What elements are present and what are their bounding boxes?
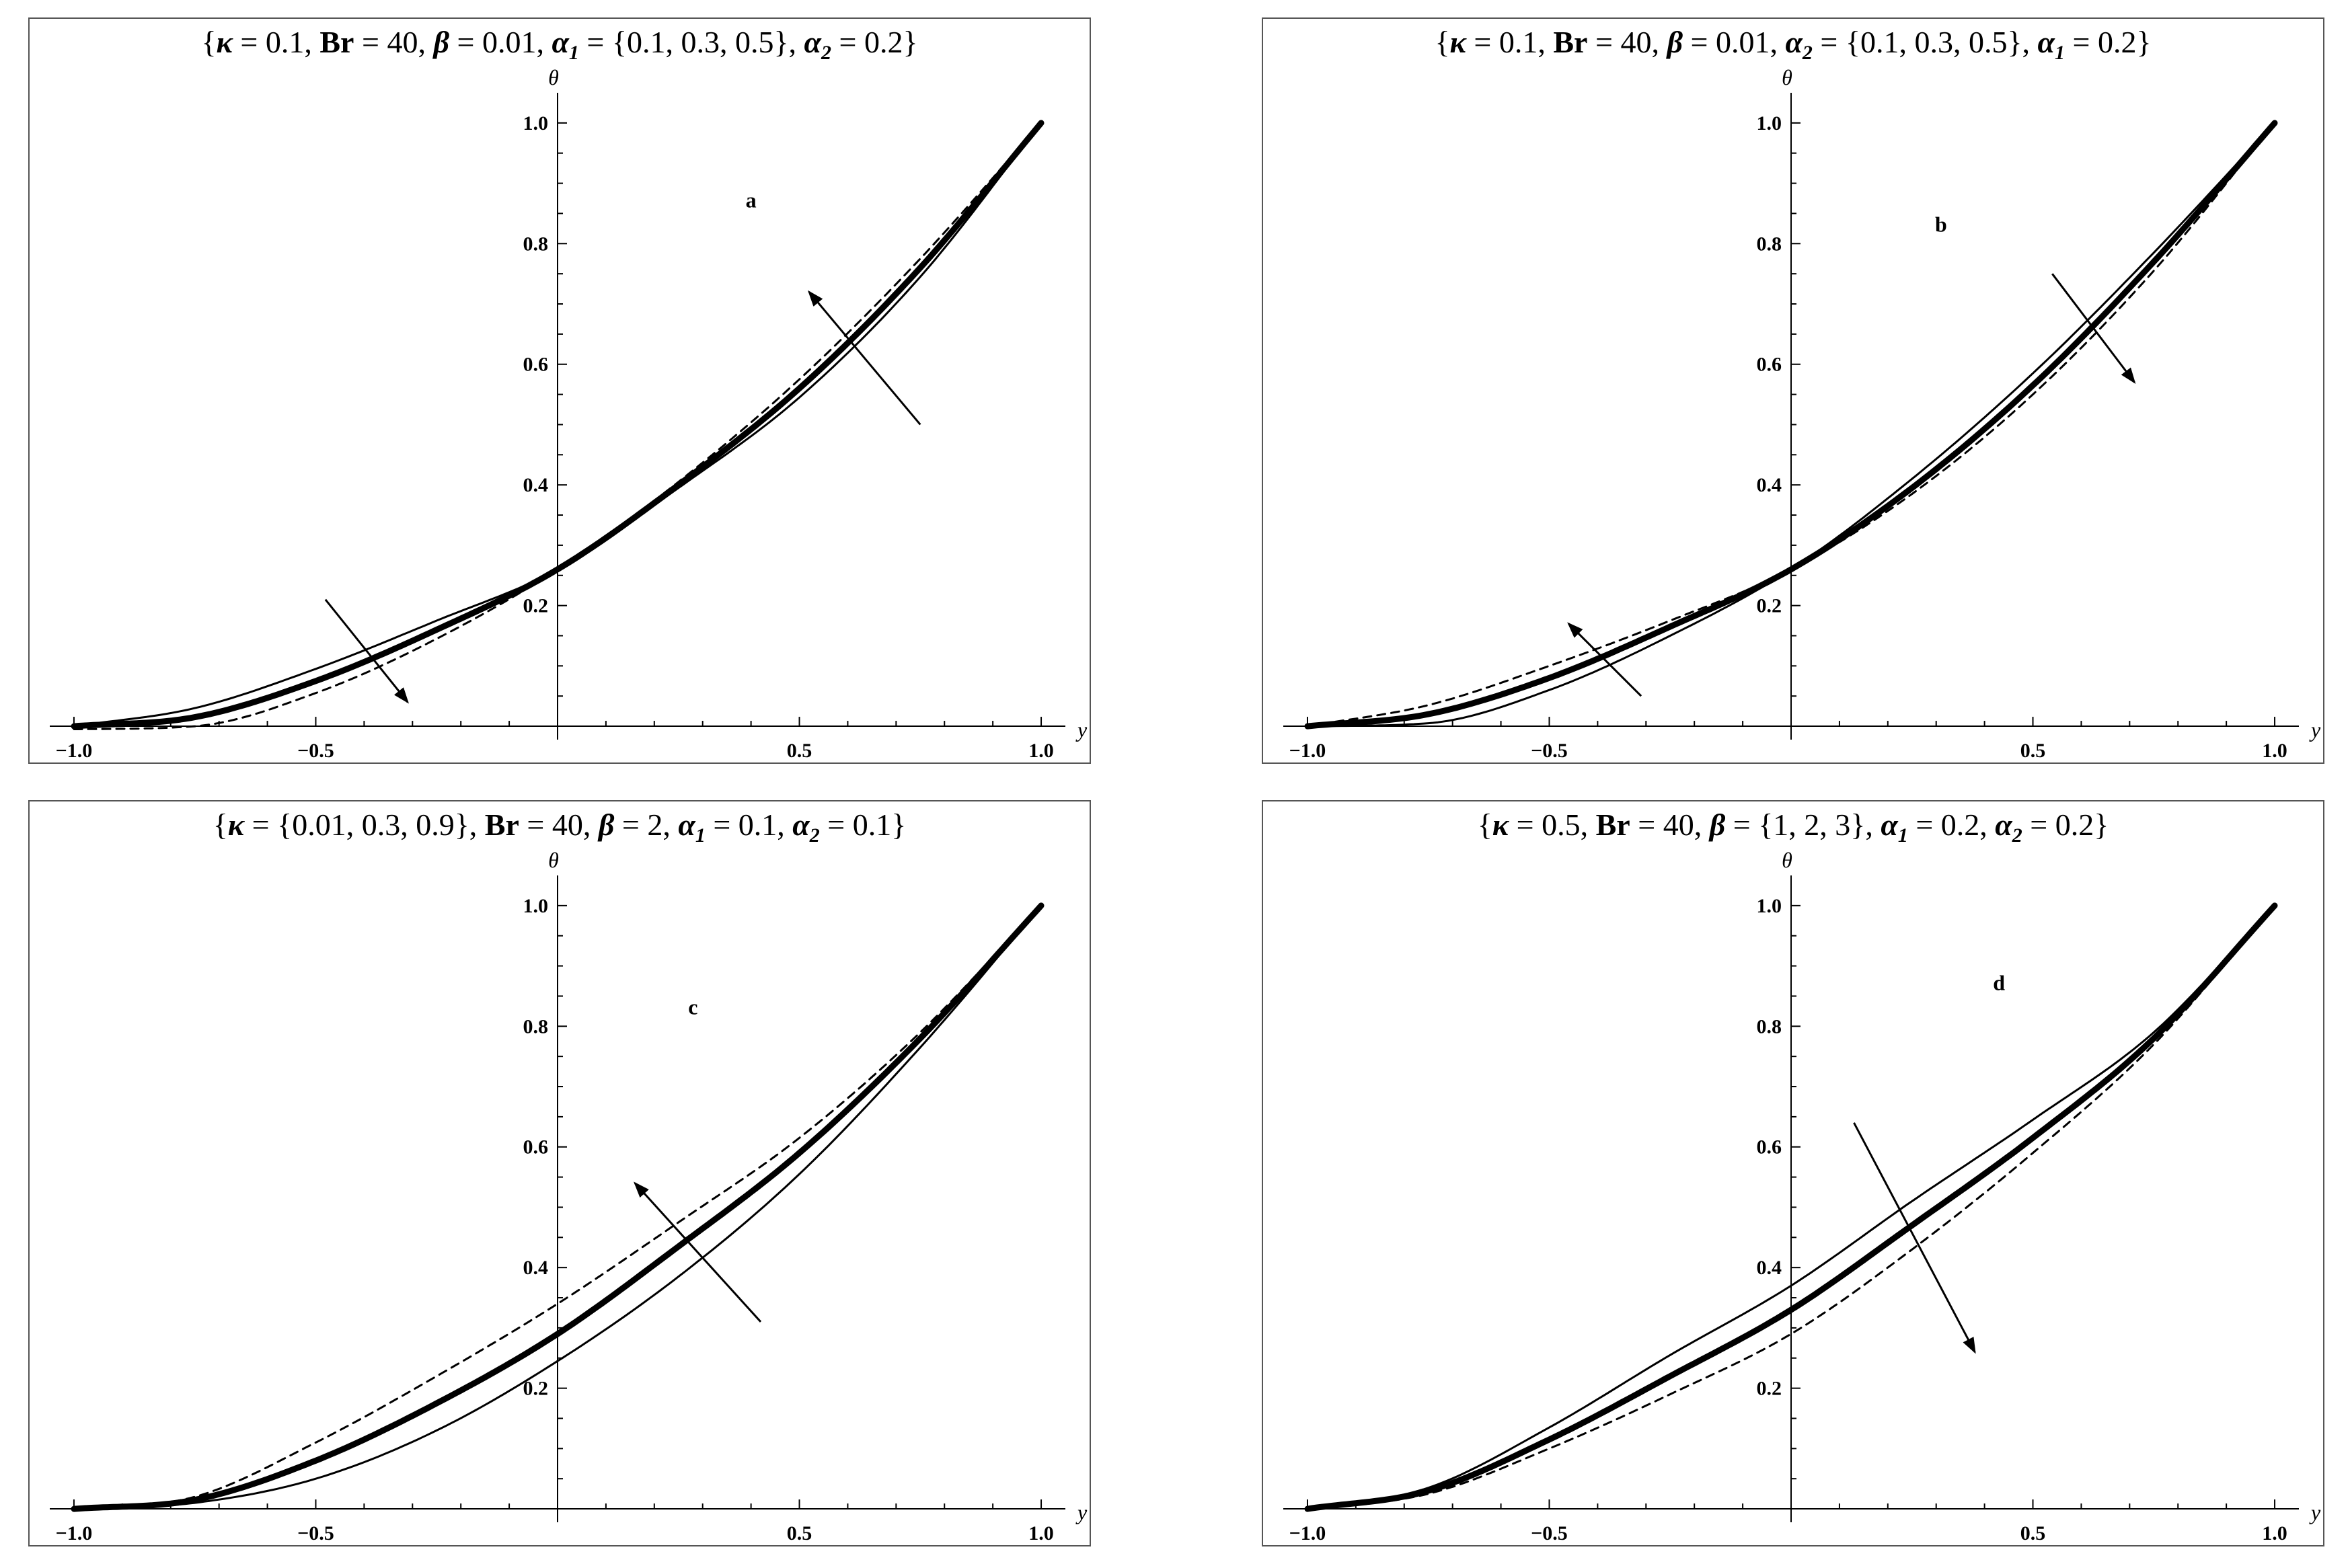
plot-svg-a: −1.0 −0.5 0.5 1.0 0.2 0.4 0.6 0.8 1.0 y θ a: [50, 65, 1088, 762]
y-tick-label: 0.6: [523, 354, 549, 376]
x-tick-label: −0.5: [1531, 740, 1568, 762]
y-axis-label: θ: [548, 65, 559, 89]
x-axis-label: y: [1075, 1500, 1088, 1524]
y-tick-label: 0.8: [523, 1015, 549, 1037]
alpha1-value: 0.2: [1940, 808, 1980, 842]
y-tick-label: 0.2: [1757, 1378, 1782, 1400]
chart-title-c: {κ = {0.01, 0.3, 0.9}, Br = 40, β = 2, α…: [213, 808, 907, 847]
kappa-value: 0.1: [1499, 25, 1538, 59]
x-tick-label: 1.0: [1028, 1522, 1054, 1544]
chart-panel-b: {κ = 0.1, Br = 40, β = 0.01, α2 = {0.1, …: [1262, 17, 2324, 764]
y-tick-label: 0.6: [1757, 354, 1782, 376]
kappa-value: 0.1: [265, 25, 305, 59]
x-tick-label: −0.5: [297, 1522, 334, 1544]
trend-arrow: [634, 1181, 762, 1323]
y-tick-label: 0.4: [523, 474, 549, 496]
alpha1-value: {0.1, 0.3, 0.5}: [611, 25, 789, 59]
beta-value: 0.01: [1715, 25, 1770, 59]
y-tick-label: 0.4: [523, 1257, 549, 1279]
beta-value: 2: [647, 808, 663, 842]
x-tick-label: −1.0: [56, 740, 93, 762]
y-tick-label: 0.6: [1757, 1136, 1782, 1159]
trend-arrow: [2051, 273, 2136, 385]
alpha2-value: {0.1, 0.3, 0.5}: [1845, 25, 2022, 59]
series-line-thick: [1304, 902, 2278, 1512]
x-axis-label: y: [2309, 1500, 2321, 1524]
panel-annotation: d: [1993, 970, 2005, 994]
series-line-dashed: [73, 904, 1043, 1510]
alpha2-value: 0.2: [2055, 808, 2094, 842]
y-tick-label: 0.8: [1757, 1015, 1782, 1037]
x-tick-label: 1.0: [2262, 1522, 2287, 1544]
series-line-thin: [73, 904, 1043, 1510]
br-value: 40: [1620, 25, 1652, 59]
x-tick-label: −1.0: [1289, 1522, 1326, 1544]
y-tick-label: 1.0: [523, 895, 549, 917]
br-value: 40: [387, 25, 418, 59]
y-axis-label: θ: [1782, 848, 1792, 872]
br-value: 40: [1663, 808, 1694, 842]
series-line-thick: [71, 120, 1045, 730]
alpha2-value: 0.1: [852, 808, 892, 842]
series-line-dashed: [73, 122, 1043, 730]
y-tick-label: 1.0: [1757, 112, 1782, 134]
panel-annotation: b: [1935, 212, 1947, 236]
series-line-thin: [1306, 904, 2276, 1510]
trend-arrow: [324, 598, 409, 704]
trend-arrow: [1567, 622, 1642, 697]
y-axis-label: θ: [1782, 65, 1792, 89]
alpha1-value: 0.1: [738, 808, 778, 842]
br-value: 40: [552, 808, 583, 842]
beta-value: 0.01: [482, 25, 537, 59]
x-axis-label: y: [1075, 717, 1088, 742]
kappa-value: 0.5: [1542, 808, 1581, 842]
x-tick-label: −0.5: [297, 740, 334, 762]
y-tick-label: 0.6: [523, 1136, 549, 1159]
beta-value: {1, 2, 3}: [1758, 808, 1866, 842]
kappa-value: {0.01, 0.3, 0.9}: [277, 808, 469, 842]
series-line-dashed: [1306, 904, 2276, 1510]
chart-title-b: {κ = 0.1, Br = 40, β = 0.01, α2 = {0.1, …: [1435, 25, 2152, 65]
trend-arrow: [807, 290, 921, 426]
y-axis-label: θ: [548, 848, 559, 872]
series-line-dashed: [1306, 122, 2276, 728]
chart-title-d: {κ = 0.5, Br = 40, β = {1, 2, 3}, α1 = 0…: [1477, 808, 2109, 847]
panel-annotation: c: [688, 994, 697, 1019]
chart-panel-a: {κ = 0.1, Br = 40, β = 0.01, α1 = {0.1, …: [28, 17, 1091, 764]
x-axis-label: y: [2309, 717, 2321, 742]
x-tick-label: 0.5: [2020, 1522, 2046, 1544]
x-tick-label: 1.0: [2262, 740, 2287, 762]
x-tick-label: 0.5: [787, 740, 812, 762]
x-tick-label: −1.0: [56, 1522, 93, 1544]
y-tick-label: 0.8: [1757, 233, 1782, 255]
alpha1-value: 0.2: [2097, 25, 2137, 59]
x-tick-label: 0.5: [787, 1522, 812, 1544]
chart-title-a: {κ = 0.1, Br = 40, β = 0.01, α1 = {0.1, …: [201, 25, 918, 65]
plot-svg-d: −1.0 −0.5 0.5 1.0 0.2 0.4 0.6 0.8 1.0 y θ d: [1283, 848, 2321, 1544]
plot-svg-b: −1.0 −0.5 0.5 1.0 0.2 0.4 0.6 0.8 1.0 y θ b: [1283, 65, 2321, 762]
x-tick-label: 1.0: [1028, 740, 1054, 762]
trend-arrow: [1853, 1122, 1976, 1354]
y-tick-label: 1.0: [523, 112, 549, 134]
alpha2-value: 0.2: [864, 25, 903, 59]
x-tick-label: −1.0: [1289, 740, 1326, 762]
y-tick-label: 0.4: [1757, 474, 1782, 496]
y-tick-label: 0.4: [1757, 1257, 1782, 1279]
y-tick-label: 1.0: [1757, 895, 1782, 917]
y-tick-label: 0.2: [523, 595, 549, 617]
chart-panel-d: {κ = 0.5, Br = 40, β = {1, 2, 3}, α1 = 0…: [1262, 800, 2324, 1546]
x-tick-label: −0.5: [1531, 1522, 1568, 1544]
chart-panel-c: {κ = {0.01, 0.3, 0.9}, Br = 40, β = 2, α…: [28, 800, 1091, 1546]
y-tick-label: 0.2: [1757, 595, 1782, 617]
panel-annotation: a: [746, 188, 757, 212]
x-tick-label: 0.5: [2020, 740, 2046, 762]
y-tick-label: 0.8: [523, 233, 549, 255]
series-line-thick: [71, 902, 1045, 1512]
